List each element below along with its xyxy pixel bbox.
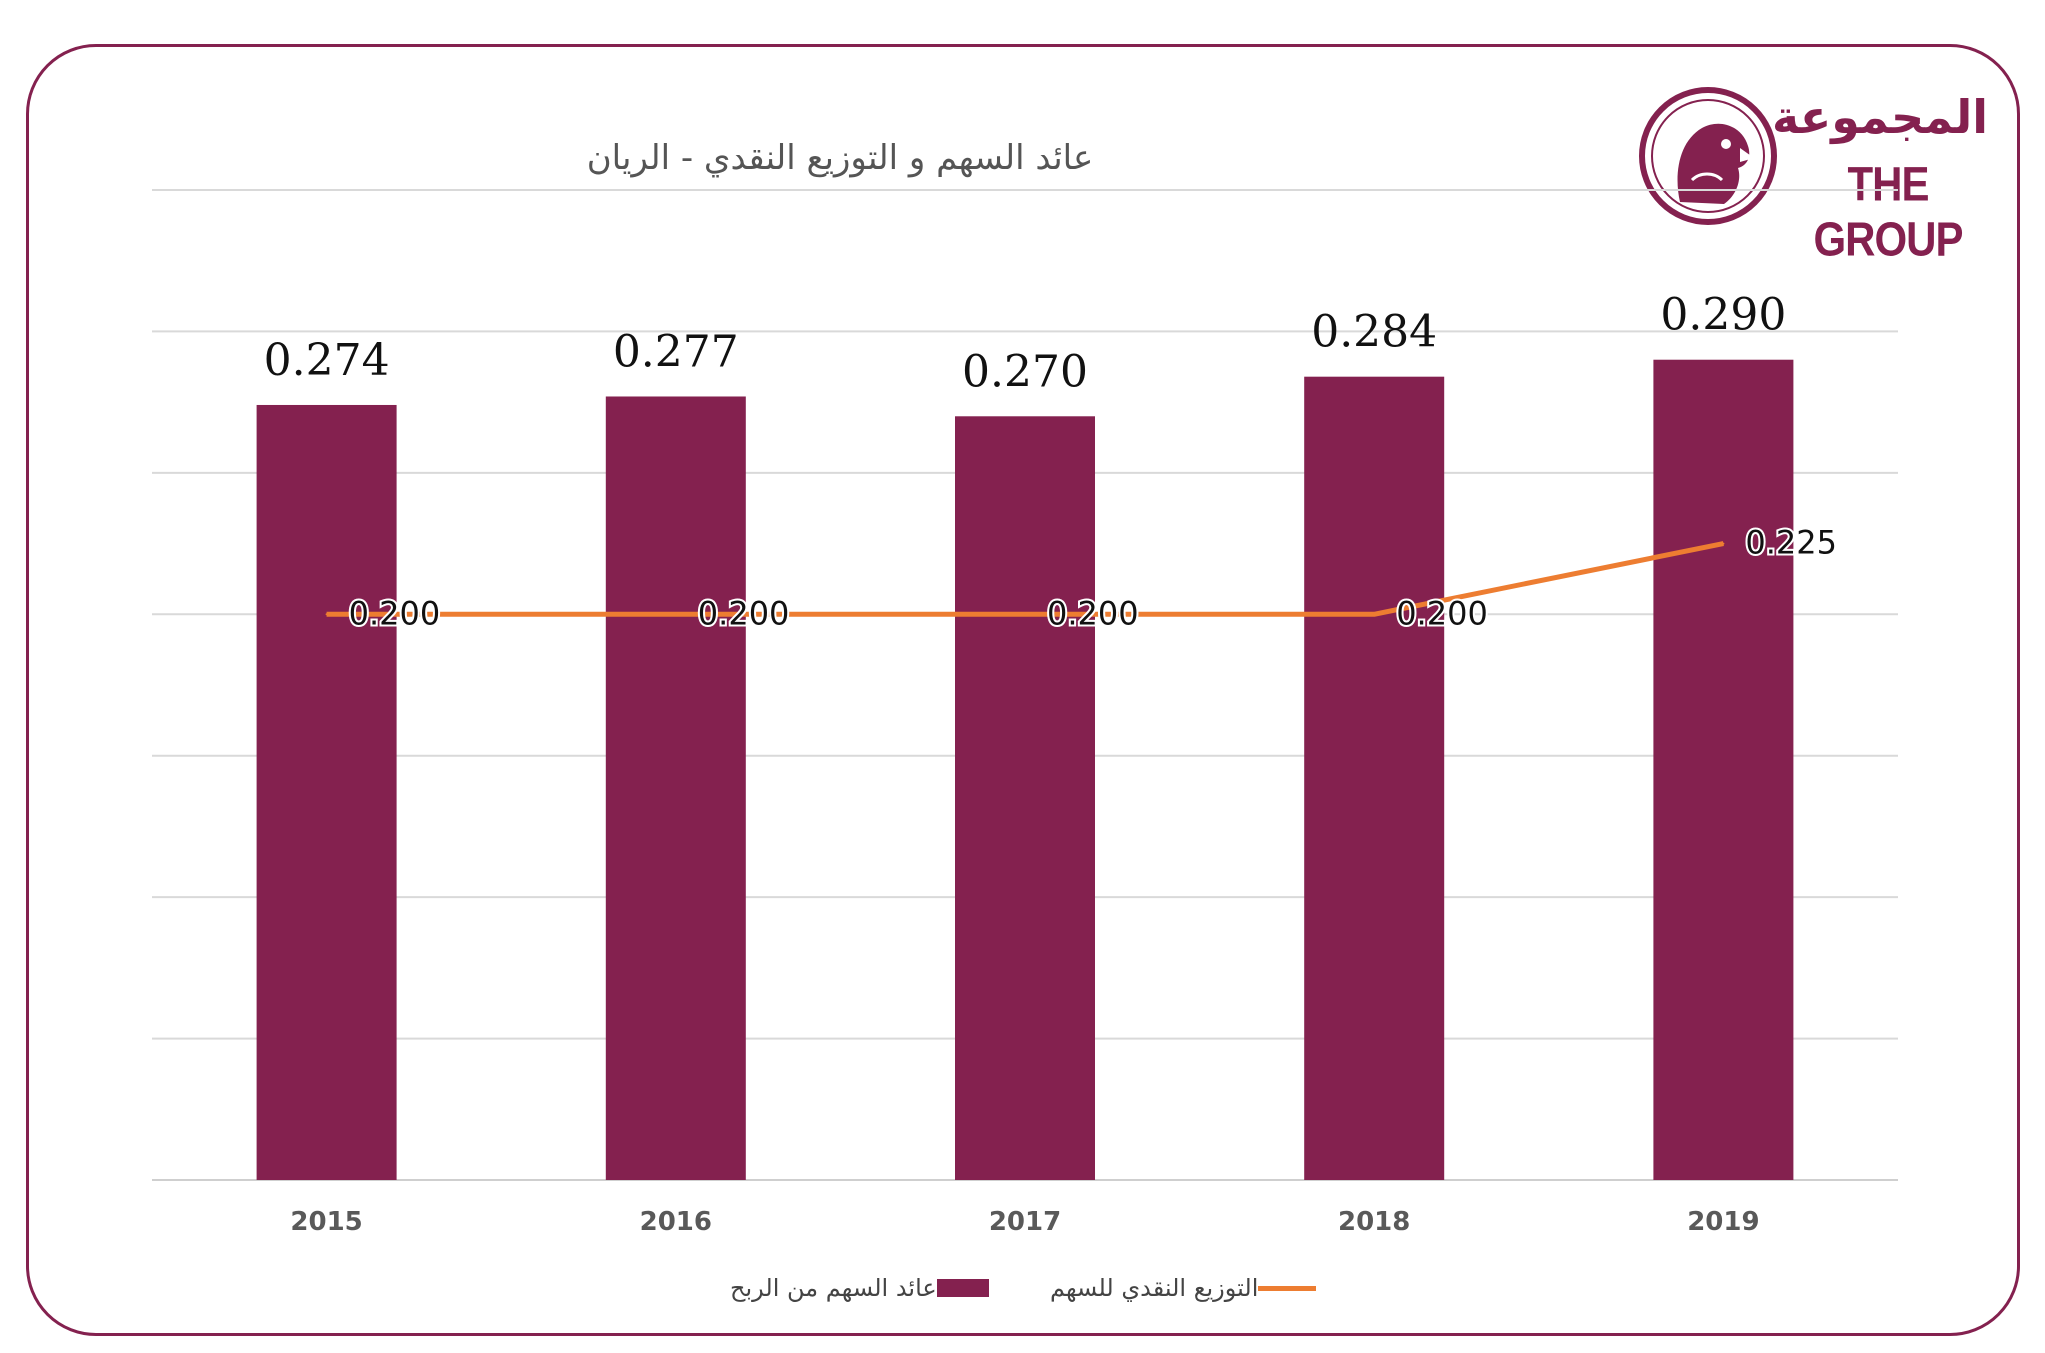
x-tick-labels: 2015 2016 2017 2018 2019	[290, 1207, 1759, 1237]
legend-swatch-line	[1258, 1285, 1317, 1291]
falcon-emblem-icon	[1639, 87, 1777, 225]
chart-frame	[26, 44, 2020, 1336]
line-point	[1024, 613, 1026, 616]
line-value-label: 0.225	[1745, 524, 1837, 562]
company-logo: المجموعة THE GROUP	[1628, 84, 1988, 266]
x-tick-label: 2015	[290, 1207, 362, 1237]
x-tick-label: 2017	[989, 1207, 1061, 1237]
legend: عائد السهم من الربح التوزيع النقدي للسهم	[700, 1268, 1360, 1308]
bar	[1653, 359, 1794, 1180]
chart-title: عائد السهم و التوزيع النقدي - الريان	[586, 138, 1094, 178]
legend-swatch-bar	[936, 1279, 989, 1297]
bar	[256, 404, 397, 1180]
line-value-label: 0.200	[349, 594, 441, 632]
bar-value-label: 0.277	[613, 326, 739, 377]
bar-value-label: 0.274	[264, 335, 390, 386]
logo-arabic-text: المجموعة	[1771, 90, 1988, 144]
line-value-label: 0.200	[1396, 594, 1488, 632]
logo-english-text: THE GROUP	[1813, 156, 1963, 267]
line-point	[325, 613, 328, 616]
line-point	[1373, 613, 1376, 616]
bar-value-label: 0.270	[962, 346, 1088, 397]
x-tick-label: 2018	[1338, 1207, 1410, 1237]
line-point	[1722, 542, 1725, 545]
line-value-label: 0.200	[1047, 594, 1139, 632]
legend-label-eps: عائد السهم من الربح	[730, 1274, 937, 1302]
legend-item-dividend: التوزيع النقدي للسهم	[1050, 1268, 1326, 1308]
line-series	[325, 541, 1725, 617]
bar	[955, 416, 1095, 1180]
bar-value-label: 0.290	[1660, 290, 1786, 341]
x-tick-label: 2019	[1687, 1207, 1759, 1237]
bar-value-label: 0.284	[1311, 307, 1437, 358]
legend-item-eps: عائد السهم من الربح	[730, 1268, 999, 1308]
line-point	[674, 613, 677, 616]
bar-series	[256, 359, 1794, 1181]
bar	[1304, 376, 1445, 1181]
line-value-label: 0.200	[698, 594, 790, 632]
legend-label-dividend: التوزيع النقدي للسهم	[1050, 1274, 1259, 1302]
x-tick-label: 2016	[640, 1207, 712, 1237]
data-labels: 0.274 0.277 0.270 0.284 0.290 0.200 0.200 0.200…	[264, 290, 1839, 635]
bar	[605, 396, 746, 1180]
